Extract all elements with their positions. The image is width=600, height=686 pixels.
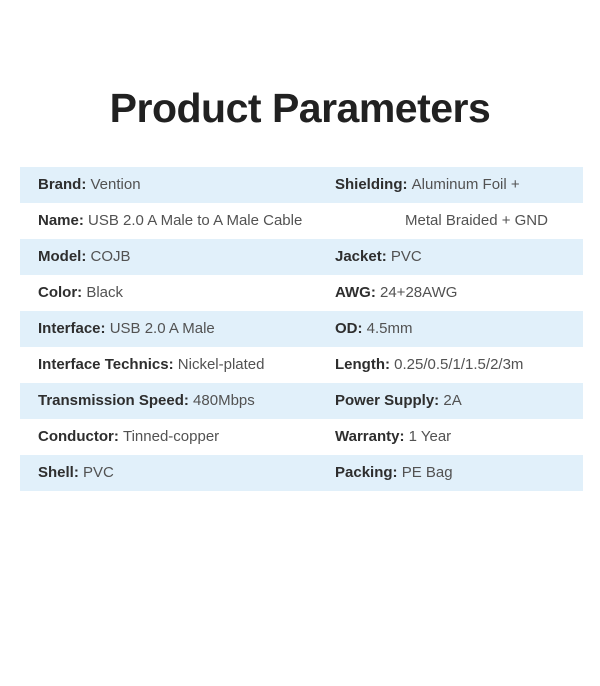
param-value: 24+28AWG (380, 284, 458, 301)
param-label: Shell: (38, 464, 84, 481)
page-title: Product Parameters (109, 85, 491, 131)
param-cell-left: Interface: USB 2.0 A Male (20, 311, 320, 347)
param-label: Shielding: (335, 176, 412, 193)
param-cell-left: Interface Technics: Nickel-plated (20, 347, 320, 383)
param-cell-left: Shell: PVC (20, 455, 320, 491)
product-parameters-table: Brand: Vention Shielding: Aluminum Foil … (20, 167, 583, 491)
param-label: Jacket: (335, 248, 391, 265)
param-label: Conductor: (38, 428, 123, 445)
param-cell-left: Model: COJB (20, 239, 320, 275)
param-value: PVC (390, 248, 422, 265)
param-label: Warranty: (335, 428, 409, 445)
param-value: USB 2.0 A Male to A Male Cable (88, 212, 303, 229)
param-value: 0.25/0.5/1/1.5/2/3m (394, 356, 524, 373)
table-row: Color: Black AWG: 24+28AWG (20, 275, 583, 311)
param-label: Power Supply: (335, 392, 444, 409)
param-value: PVC (83, 464, 114, 481)
param-cell-right: OD: 4.5mm (320, 311, 583, 347)
param-value: Nickel-plated (177, 356, 265, 373)
param-value: 1 Year (408, 428, 452, 445)
param-cell-right: Length: 0.25/0.5/1/1.5/2/3m (320, 347, 583, 383)
param-value: USB 2.0 A Male (109, 320, 215, 337)
param-label: Brand: (38, 176, 91, 193)
table-row: Model: COJB Jacket: PVC (20, 239, 583, 275)
param-cell-right: Power Supply: 2A (320, 383, 583, 419)
param-cell-right: Metal Braided + GND (320, 203, 583, 239)
table-row: Brand: Vention Shielding: Aluminum Foil … (20, 167, 583, 203)
table-row: Transmission Speed: 480Mbps Power Supply… (20, 383, 583, 419)
param-cell-left: Transmission Speed: 480Mbps (20, 383, 320, 419)
table-row: Conductor: Tinned-copper Warranty: 1 Yea… (20, 419, 583, 455)
param-value: Aluminum Foil + (411, 176, 520, 193)
param-value: Black (86, 284, 124, 301)
param-cell-right: AWG: 24+28AWG (320, 275, 583, 311)
param-label: Packing: (335, 464, 402, 481)
table-row: Name: USB 2.0 A Male to A Male Cable Met… (20, 203, 583, 239)
table-row: Shell: PVC Packing: PE Bag (20, 455, 583, 491)
param-value: Tinned-copper (122, 428, 220, 445)
param-label: Length: (335, 356, 395, 373)
param-value: COJB (90, 248, 131, 265)
param-cell-left: Color: Black (20, 275, 320, 311)
param-label: AWG: (335, 284, 380, 301)
param-label: Transmission Speed: (38, 392, 194, 409)
param-cell-left: Brand: Vention (20, 167, 320, 203)
param-value: PE Bag (401, 464, 453, 481)
param-label: Interface: (38, 320, 110, 337)
param-cell-right: Shielding: Aluminum Foil + (320, 167, 583, 203)
param-label: OD: (335, 320, 367, 337)
param-cell-right: Jacket: PVC (320, 239, 583, 275)
param-value: 4.5mm (366, 320, 413, 337)
param-value: Metal Braided + GND (405, 212, 548, 229)
param-value: Vention (90, 176, 141, 193)
param-label: Color: (38, 284, 87, 301)
param-label: Name: (38, 212, 89, 229)
param-cell-left: Name: USB 2.0 A Male to A Male Cable (20, 203, 320, 239)
param-cell-right: Packing: PE Bag (320, 455, 583, 491)
table-row: Interface: USB 2.0 A Male OD: 4.5mm (20, 311, 583, 347)
table-row: Interface Technics: Nickel-plated Length… (20, 347, 583, 383)
param-label: Model: (38, 248, 91, 265)
param-label: Interface Technics: (38, 356, 178, 373)
param-value: 2A (443, 392, 462, 409)
param-cell-right: Warranty: 1 Year (320, 419, 583, 455)
param-cell-left: Conductor: Tinned-copper (20, 419, 320, 455)
param-value: 480Mbps (193, 392, 255, 409)
